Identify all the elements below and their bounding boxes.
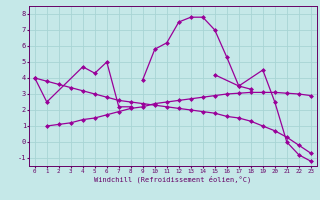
X-axis label: Windchill (Refroidissement éolien,°C): Windchill (Refroidissement éolien,°C) xyxy=(94,175,252,183)
